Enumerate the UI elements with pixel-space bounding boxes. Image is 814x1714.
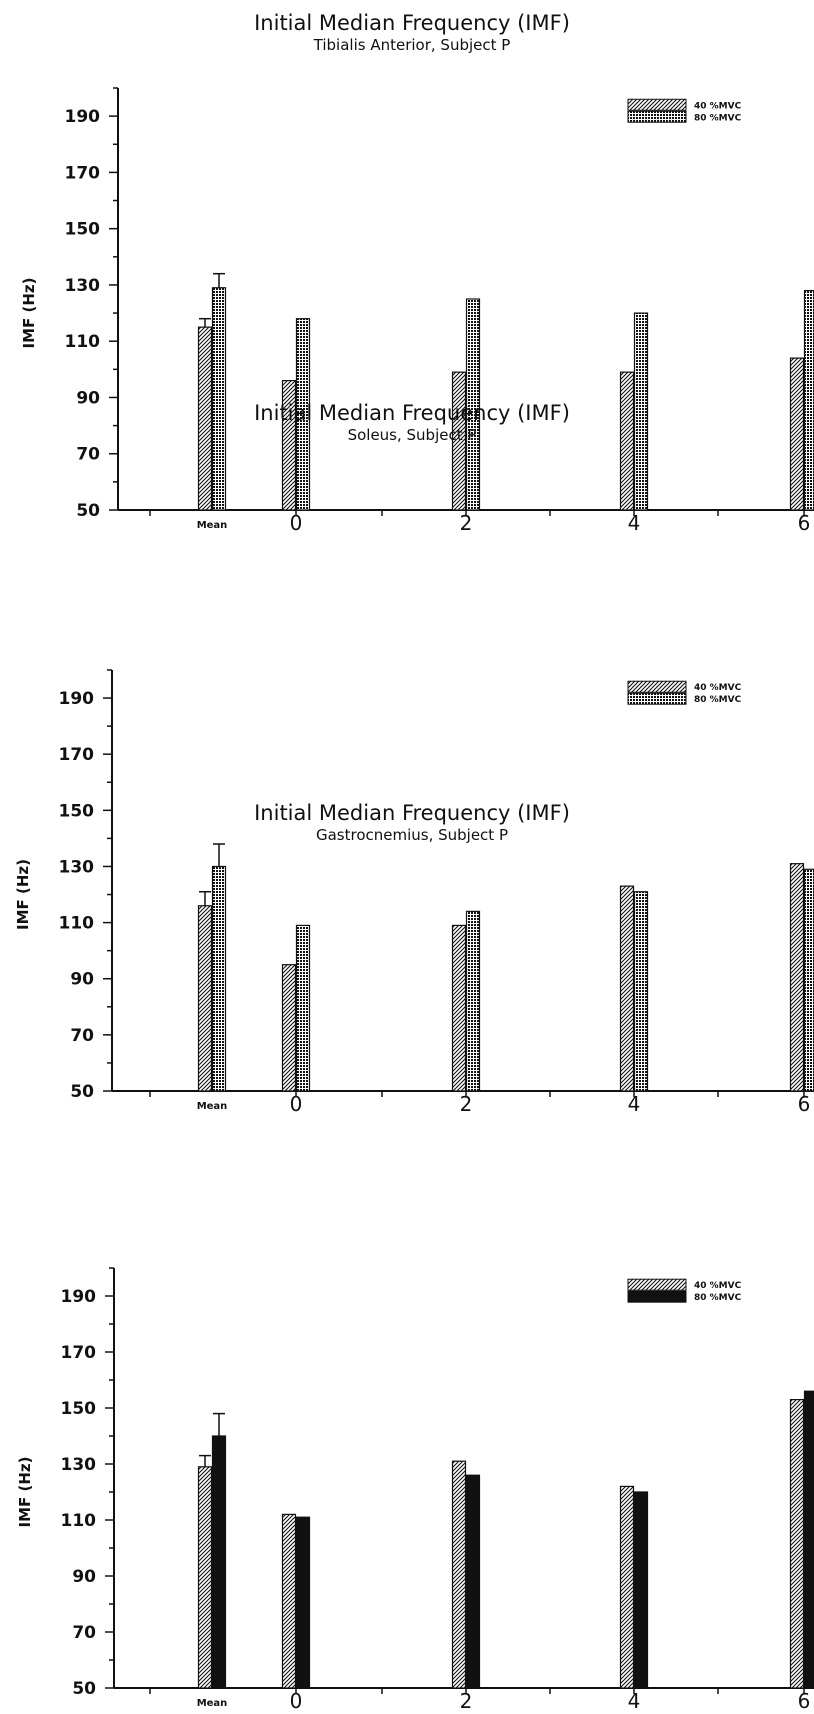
y-tick-label: 130	[59, 857, 95, 877]
bar	[791, 358, 804, 510]
bar	[805, 869, 814, 1091]
y-tick-label: 50	[72, 1679, 96, 1699]
legend-label: 80 %MVC	[694, 695, 742, 705]
bar	[805, 291, 814, 510]
y-tick-label: 70	[72, 1623, 96, 1643]
y-tick-label: 50	[70, 1082, 94, 1102]
y-tick-label: 150	[65, 220, 101, 240]
bar	[213, 1436, 226, 1688]
bar	[635, 1492, 648, 1688]
bar	[213, 288, 226, 510]
x-category-label: 2	[460, 1689, 473, 1710]
bar	[283, 381, 296, 510]
legend-label: 80 %MVC	[694, 1293, 742, 1303]
y-tick-label: 90	[76, 388, 100, 408]
y-tick-label: 190	[65, 107, 101, 127]
bar	[805, 1391, 814, 1688]
y-axis-label: IMF (Hz)	[20, 278, 38, 349]
x-category-label: Mean	[197, 1101, 228, 1112]
bar	[199, 327, 212, 510]
y-tick-label: 50	[76, 501, 100, 521]
x-category-label: Mean	[197, 1698, 228, 1709]
bar	[621, 1486, 634, 1688]
x-category-label: 4	[628, 1092, 641, 1116]
legend-swatch	[628, 1279, 686, 1290]
y-tick-label: 190	[61, 1287, 97, 1307]
y-tick-label: 110	[59, 914, 95, 934]
bar	[635, 313, 648, 510]
y-tick-label: 130	[61, 1455, 97, 1475]
chart-title: Initial Median Frequency (IMF)	[254, 11, 570, 35]
y-tick-label: 110	[65, 332, 101, 352]
bar	[453, 1461, 466, 1688]
y-tick-label: 170	[65, 163, 101, 183]
x-category-label: 0	[290, 511, 303, 535]
x-category-label: 4	[628, 511, 641, 535]
chart-subtitle: Tibialis Anterior, Subject P	[313, 36, 511, 54]
bar	[213, 866, 226, 1091]
y-tick-label: 130	[65, 276, 101, 296]
legend-swatch	[628, 111, 686, 122]
y-tick-label: 170	[59, 745, 95, 765]
bar	[635, 892, 648, 1091]
y-tick-label: 170	[61, 1343, 97, 1363]
bar	[283, 965, 296, 1091]
bar	[199, 1467, 212, 1688]
x-category-label: 0	[290, 1092, 303, 1116]
legend-label: 80 %MVC	[694, 113, 742, 123]
legend-label: 40 %MVC	[694, 683, 742, 693]
bar	[621, 886, 634, 1091]
y-tick-label: 70	[76, 445, 100, 465]
legend-swatch	[628, 693, 686, 704]
y-tick-label: 110	[61, 1511, 97, 1531]
bar	[297, 1517, 310, 1688]
x-category-label: 0	[290, 1689, 303, 1710]
y-tick-label: 70	[70, 1026, 94, 1046]
legend-swatch	[628, 681, 686, 692]
x-category-label: 2	[460, 1092, 473, 1116]
legend-label: 40 %MVC	[694, 101, 742, 111]
x-category-label: 6	[798, 1689, 811, 1710]
y-tick-label: 150	[59, 801, 95, 821]
y-axis-label: IMF (Hz)	[16, 1457, 34, 1528]
chart-title: Initial Median Frequency (IMF)	[254, 801, 570, 825]
x-category-label: 4	[628, 1689, 641, 1710]
legend-swatch	[628, 1291, 686, 1302]
chart-subtitle: Gastrocnemius, Subject P	[316, 826, 508, 844]
chart-panel: Initial Median Frequency (IMF)Tibialis A…	[20, 11, 814, 535]
y-axis-label: IMF (Hz)	[14, 859, 32, 930]
x-category-label: 6	[798, 1092, 811, 1116]
y-tick-label: 90	[72, 1567, 96, 1587]
x-category-label: 2	[460, 511, 473, 535]
bar	[467, 1475, 480, 1688]
bar	[199, 906, 212, 1091]
legend-label: 40 %MVC	[694, 1281, 742, 1291]
legend-swatch	[628, 99, 686, 110]
chart-subtitle: Soleus, Subject P	[348, 426, 477, 444]
bar	[297, 925, 310, 1091]
bar	[453, 925, 466, 1091]
bar	[283, 1514, 296, 1688]
y-tick-label: 190	[59, 689, 95, 709]
bar	[621, 372, 634, 510]
chart-panel: Initial Median Frequency (IMF)Soleus, Su…	[14, 401, 814, 1116]
chart-panel: Initial Median Frequency (IMF)Gastrocnem…	[16, 801, 814, 1710]
x-category-label: 6	[798, 511, 811, 535]
bar	[791, 864, 804, 1091]
bar	[791, 1400, 804, 1688]
x-category-label: Mean	[197, 520, 228, 531]
chart-title: Initial Median Frequency (IMF)	[254, 401, 570, 425]
y-tick-label: 150	[61, 1399, 97, 1419]
bar	[467, 911, 480, 1091]
y-tick-label: 90	[70, 970, 94, 990]
